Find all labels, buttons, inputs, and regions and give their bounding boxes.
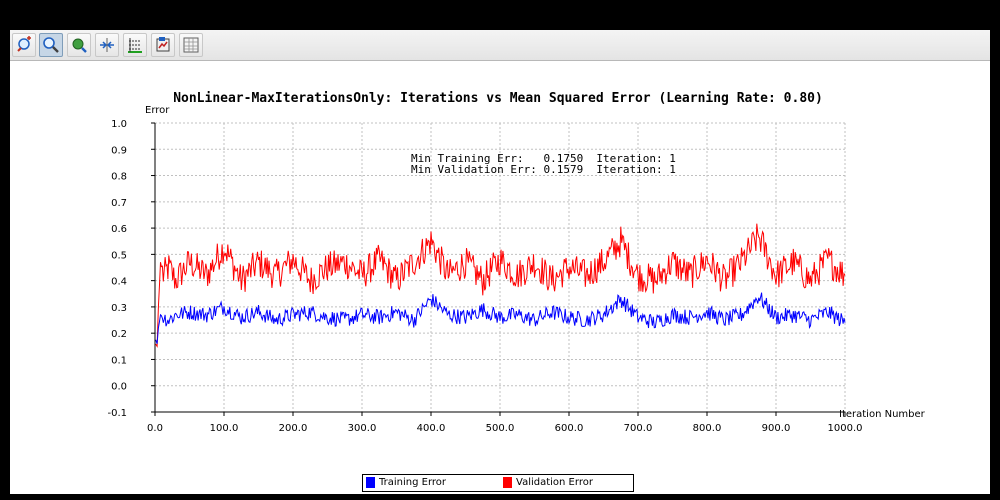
pan-button[interactable] xyxy=(67,33,91,57)
grid-icon xyxy=(128,38,142,53)
reset-zoom-icon xyxy=(17,36,31,52)
y-tick-label: 0.5 xyxy=(111,250,127,261)
legend-label-training: Training Error xyxy=(379,477,447,488)
x-tick-label: 1000.0 xyxy=(828,423,863,434)
x-tick-label: 300.0 xyxy=(348,423,377,434)
legend-swatch-validation xyxy=(503,477,512,488)
fit-icon xyxy=(100,38,114,52)
y-tick-label: 1.0 xyxy=(111,119,127,130)
min-validation-err-text: Min Validation Err: 0.1579 Iteration: 1 xyxy=(411,163,676,176)
y-tick-label: 0.6 xyxy=(111,224,127,235)
y-tick-label: 0.1 xyxy=(111,355,127,366)
grid-button[interactable] xyxy=(123,33,147,57)
y-tick-label: -0.1 xyxy=(107,408,127,419)
legend-swatch-training xyxy=(366,477,375,488)
legend-item-validation: Validation Error xyxy=(503,477,593,489)
min-error-annotation: Min Training Err: 0.1750 Iteration: 1 Mi… xyxy=(411,152,676,176)
min-training-err-text: Min Training Err: 0.1750 Iteration: 1 xyxy=(411,152,676,165)
x-tick-label: 0.0 xyxy=(147,423,163,434)
x-tick-label: 200.0 xyxy=(279,423,308,434)
x-tick-label: 700.0 xyxy=(624,423,653,434)
x-tick-label: 500.0 xyxy=(486,423,515,434)
fit-button[interactable] xyxy=(95,33,119,57)
y-tick-label: 0.9 xyxy=(111,145,127,156)
series-lines xyxy=(155,223,846,348)
legend-label-validation: Validation Error xyxy=(516,477,593,488)
tick-labels: 0.0 100.0 200.0 300.0 400.0 500.0 600.0 700.0 80… xyxy=(107,119,862,434)
save-image-button[interactable] xyxy=(151,33,175,57)
y-tick-label: 0.8 xyxy=(111,172,127,183)
y-tick-label: 0.0 xyxy=(111,382,127,393)
save-image-icon xyxy=(156,37,170,52)
chart-window xyxy=(10,30,990,494)
data-table-button[interactable] xyxy=(179,33,203,57)
x-tick-label: 600.0 xyxy=(555,423,584,434)
x-tick-label: 400.0 xyxy=(417,423,446,434)
reset-zoom-button[interactable] xyxy=(12,33,36,57)
pan-icon xyxy=(72,38,87,53)
zoom-icon xyxy=(43,37,59,53)
chart-title: NonLinear-MaxIterationsOnly: Iterations … xyxy=(173,91,823,106)
x-axis-label: Iteration Number xyxy=(839,409,926,420)
y-tick-label: 0.7 xyxy=(111,198,127,209)
zoom-button[interactable] xyxy=(39,33,63,57)
chart-toolbar xyxy=(10,30,990,61)
legend-item-training: Training Error xyxy=(366,477,446,489)
x-tick-label: 800.0 xyxy=(693,423,722,434)
y-tick-label: 0.3 xyxy=(111,303,127,314)
chart-legend: Training Error Validation Error xyxy=(362,474,634,492)
series-line-validation xyxy=(155,223,846,348)
data-table-icon xyxy=(183,37,199,53)
y-tick-label: 0.2 xyxy=(111,329,127,340)
x-tick-label: 900.0 xyxy=(762,423,791,434)
x-tick-label: 100.0 xyxy=(210,423,239,434)
y-axis-label: Error xyxy=(145,105,170,116)
y-tick-label: 0.4 xyxy=(111,277,127,288)
series-line-training xyxy=(155,292,846,344)
